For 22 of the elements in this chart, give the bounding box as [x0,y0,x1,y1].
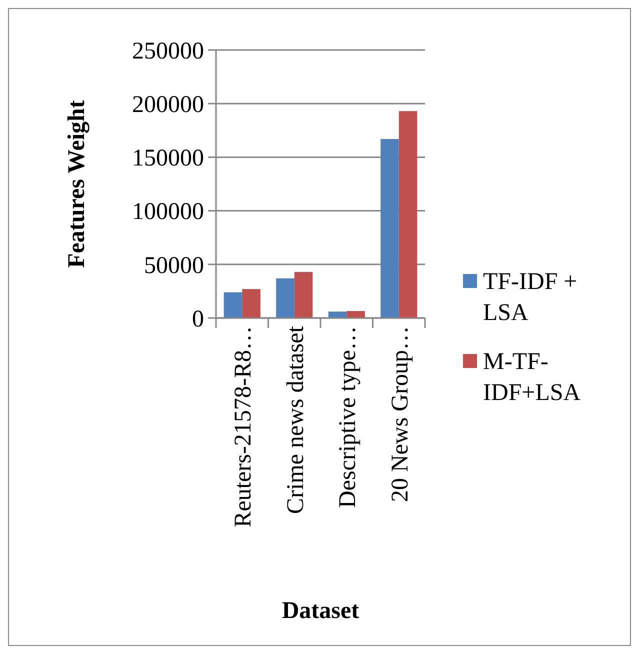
x-axis-title: Dataset [282,598,360,624]
x-tick-label: 20 News Group… [387,326,414,502]
bar [398,111,418,318]
bar [224,292,242,318]
y-axis-title: Features Weight [64,100,90,268]
y-tick-label: 50000 [144,252,204,279]
bar [346,311,365,318]
y-tick-label: 250000 [132,38,204,64]
x-tick-label: Descriptive type… [335,326,362,508]
legend-label: TF-IDF + LSA [483,269,578,326]
y-tick-label: 150000 [132,146,204,172]
bar [294,272,313,318]
bar [242,289,260,318]
y-tick-label: 100000 [132,199,204,226]
x-tick-label: Crime news dataset [282,326,309,514]
y-tick-label: 0 [192,306,204,332]
legend-label: M-TF-IDF+LSA [483,349,582,406]
bar [276,278,294,318]
y-tick-label: 200000 [132,92,204,118]
bar [380,138,399,318]
bar [328,312,347,318]
x-tick-label: Reuters-21578-R8… [230,326,257,528]
